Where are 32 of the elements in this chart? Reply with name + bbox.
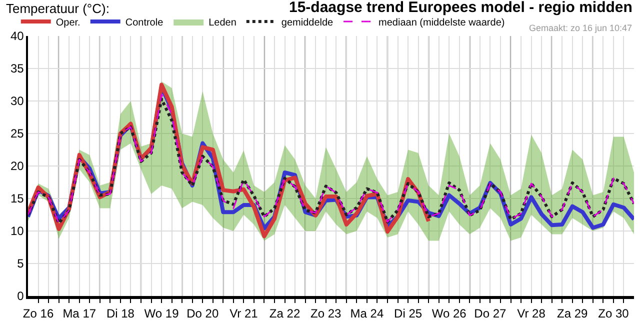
y-tick-label: 25 (10, 126, 24, 141)
legend-label: mediaan (middelste waarde) (378, 17, 505, 28)
x-tick-label: Za 22 (269, 306, 300, 320)
x-tick-label: Vr 21 (230, 306, 258, 320)
legend-label: Oper. (56, 17, 80, 28)
legend-label: Controle (125, 17, 164, 28)
y-tick-label: 20 (10, 159, 24, 174)
y-tick-label: 5 (17, 256, 24, 271)
x-tick-label: Ma 24 (350, 306, 384, 320)
x-tick-label: Do 27 (474, 306, 507, 320)
y-tick-label: 10 (10, 224, 24, 238)
x-tick-label: Zo 16 (22, 306, 54, 320)
x-tick-label: Di 25 (394, 306, 422, 320)
text: Gemaakt: zo 16 jun 10:47 (529, 23, 632, 33)
chart-title: 15-daagse trend Europees model - regio midden (289, 0, 632, 16)
x-tick-label: Zo 23 (310, 306, 342, 320)
y-tick-label: 35 (10, 62, 24, 76)
y-tick-label: 30 (10, 94, 24, 108)
y-axis-title: Temperatuur (°C): (6, 1, 110, 16)
x-tick-label: Wo 26 (432, 306, 467, 320)
x-tick-label: Do 20 (186, 306, 219, 320)
y-tick-label: 0 (17, 289, 24, 304)
y-tick-label: 15 (10, 192, 24, 206)
x-tick-label: Zo 30 (598, 306, 630, 320)
legend-label: Leden (208, 17, 236, 28)
x-tick-label: Di 18 (106, 306, 135, 320)
legend-label: gemiddelde (281, 17, 334, 28)
x-tick-label: Za 29 (557, 306, 588, 320)
x-tick-label: Ma 17 (62, 306, 96, 320)
x-tick-label: Wo 19 (144, 306, 180, 320)
x-tick-label: Vr 28 (517, 306, 546, 320)
y-tick-label: 40 (10, 29, 24, 44)
